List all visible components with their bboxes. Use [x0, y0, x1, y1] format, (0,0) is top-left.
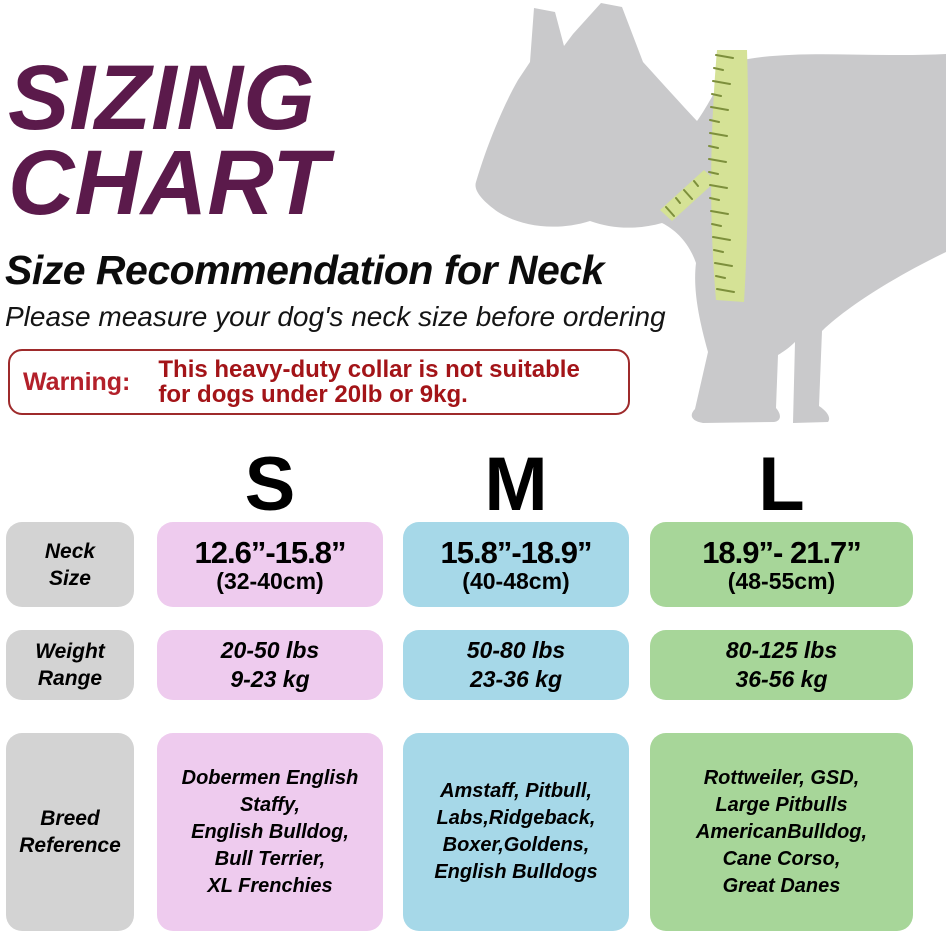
- column-header-m: M: [484, 442, 548, 527]
- warning-text: This heavy-duty collar is not suitable f…: [158, 356, 580, 408]
- neck-size-l-cell: 18.9”- 21.7” (48-55cm): [650, 522, 913, 607]
- subtitle: Size Recommendation for Neck: [5, 247, 604, 293]
- breed-reference-m: Amstaff, Pitbull, Labs,Ridgeback, Boxer,…: [434, 780, 598, 883]
- row-label-breed-reference: Breed Reference: [6, 733, 134, 931]
- neck-size-s-cell: 12.6”-15.8” (32-40cm): [157, 522, 383, 607]
- breed-reference-m-cell: Amstaff, Pitbull, Labs,Ridgeback, Boxer,…: [403, 733, 629, 931]
- measuring-tape-ticks: [665, 54, 735, 293]
- neck-size-m-inches: 15.8”-18.9”: [440, 535, 593, 570]
- neck-size-m-cell: 15.8”-18.9” (40-48cm): [403, 522, 629, 607]
- weight-range-s: 20-50 lbs 9-23 kg: [220, 637, 320, 692]
- row-label-neck-size: Neck Size: [6, 522, 134, 607]
- column-header-s: S: [244, 442, 296, 527]
- warning-box: Warning: This heavy-duty collar is not s…: [8, 349, 630, 415]
- dog-with-measuring-tape-illustration: [475, 3, 946, 423]
- title-line-1: SIZING: [8, 47, 315, 149]
- breed-reference-l: Rottweiler, GSD, Large Pitbulls American…: [695, 766, 868, 897]
- neck-size-s-cm: (32-40cm): [216, 568, 324, 594]
- weight-range-m-cell: 50-80 lbs 23-36 kg: [403, 630, 629, 700]
- weight-range-l-cell: 80-125 lbs 36-56 kg: [650, 630, 913, 700]
- neck-size-m-cm: (40-48cm): [462, 568, 570, 594]
- page-title: SIZING CHART: [8, 47, 329, 234]
- column-header-l: L: [758, 442, 805, 527]
- row-label-weight-range: Weight Range: [6, 630, 134, 700]
- neck-size-l-cm: (48-55cm): [727, 568, 836, 594]
- neck-size-s-inches: 12.6”-15.8”: [194, 535, 347, 570]
- breed-reference-s-cell: Dobermen English Staffy, English Bulldog…: [157, 733, 383, 931]
- weight-range-m: 50-80 lbs 23-36 kg: [466, 637, 566, 692]
- weight-range-l: 80-125 lbs 36-56 kg: [725, 637, 838, 692]
- dog-silhouette: [475, 3, 946, 423]
- neck-size-l-inches: 18.9”- 21.7”: [702, 535, 862, 570]
- warning-label: Warning:: [23, 367, 131, 396]
- breed-reference-s: Dobermen English Staffy, English Bulldog…: [181, 766, 359, 897]
- breed-reference-l-cell: Rottweiler, GSD, Large Pitbulls American…: [650, 733, 913, 931]
- tagline: Please measure your dog's neck size befo…: [5, 301, 666, 332]
- weight-range-s-cell: 20-50 lbs 9-23 kg: [157, 630, 383, 700]
- title-line-2: CHART: [8, 132, 329, 234]
